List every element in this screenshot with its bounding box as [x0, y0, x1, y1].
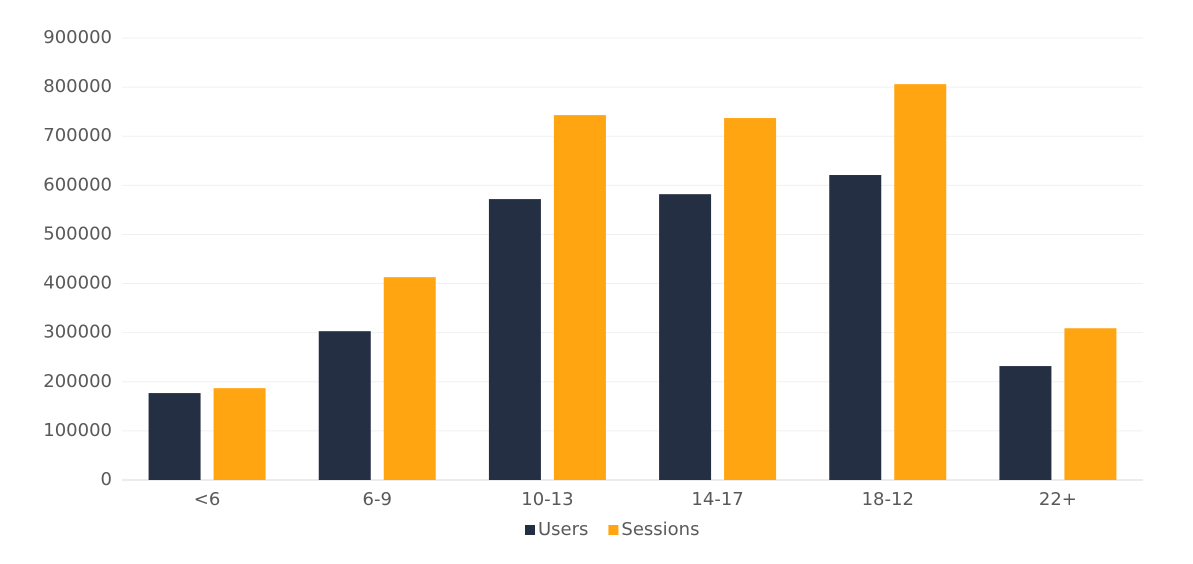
x-tick-label: 6-9: [363, 489, 392, 510]
y-tick-label: 600000: [43, 174, 112, 195]
legend-swatch: [525, 525, 535, 535]
legend-swatch: [608, 525, 619, 535]
y-tick-label: 100000: [43, 420, 112, 441]
bar: [659, 194, 712, 480]
y-tick-label: 800000: [43, 76, 112, 97]
x-tick-label: 14-17: [691, 489, 743, 510]
x-tick-label: 22+: [1039, 489, 1077, 510]
bar: [829, 175, 882, 480]
bar: [724, 118, 777, 480]
y-tick-label: 0: [101, 469, 112, 490]
bar: [383, 277, 436, 480]
bar: [894, 84, 947, 481]
bar: [1064, 328, 1117, 480]
legend-label: Sessions: [621, 519, 699, 540]
y-tick-label: 400000: [43, 273, 112, 294]
x-tick-label: <6: [194, 489, 221, 510]
y-tick-label: 900000: [43, 27, 112, 48]
y-tick-label: 700000: [43, 125, 112, 146]
bar: [148, 393, 201, 480]
y-tick-label: 300000: [43, 322, 112, 343]
x-tick-label: 10-13: [521, 489, 573, 510]
y-tick-label: 200000: [43, 371, 112, 392]
bar: [318, 331, 371, 480]
bar: [999, 366, 1052, 480]
y-tick-label: 500000: [43, 223, 112, 244]
x-tick-label: 18-12: [862, 489, 914, 510]
bar: [553, 115, 606, 481]
bar: [488, 199, 541, 480]
bar: [213, 388, 266, 480]
legend-label: Users: [538, 519, 588, 540]
